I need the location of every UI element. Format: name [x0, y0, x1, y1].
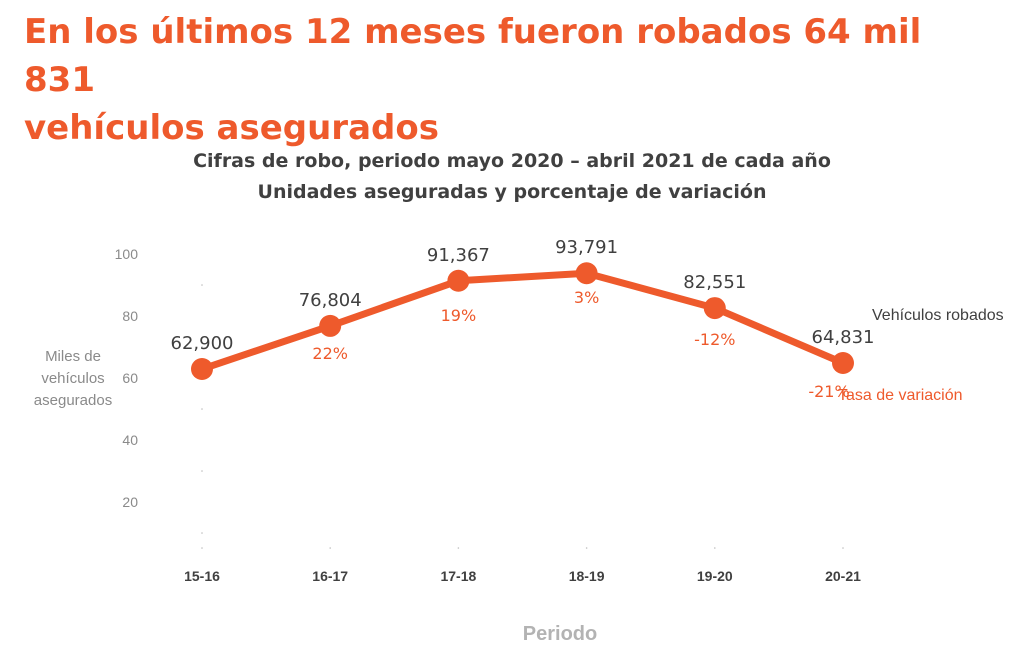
- y-axis-label-line-1: Miles de: [45, 348, 101, 365]
- data-label: 76,804: [299, 290, 362, 311]
- data-point: [575, 262, 598, 285]
- chart-title: Cifras de robo, periodo mayo 2020 – abri…: [193, 150, 831, 172]
- data-point: [447, 269, 470, 292]
- headline-line-2: vehículos asegurados: [24, 108, 439, 148]
- variation-rate-label: -21%: [808, 382, 849, 401]
- data-label: 91,367: [427, 245, 490, 266]
- y-axis-tick-mark: [201, 470, 203, 472]
- y-axis-label-line-3: asegurados: [33, 392, 113, 409]
- series-name-label: Vehículos robados: [872, 307, 1004, 324]
- x-axis-title: Periodo: [522, 623, 598, 645]
- x-axis-tick-mark: [201, 547, 203, 549]
- chart-subtitle: Unidades aseguradas y porcentaje de vari…: [257, 181, 767, 203]
- x-tick-label: 17-18: [440, 568, 476, 584]
- variation-rate-label: 22%: [312, 344, 348, 363]
- x-axis-tick-mark: [842, 547, 844, 549]
- y-axis-tick-mark: [201, 532, 203, 534]
- y-tick-label: 40: [122, 432, 138, 448]
- y-axis-tick-mark: [201, 408, 203, 410]
- x-axis-tick-mark: [329, 547, 332, 549]
- series-line-vehiculos-robados: [198, 269, 847, 373]
- data-label: 93,791: [555, 237, 618, 258]
- data-point: [319, 314, 342, 337]
- rate-series-label: Tasa de variación: [838, 387, 963, 404]
- variation-rate-label: 19%: [441, 306, 477, 325]
- y-axis-tick-mark: [201, 346, 203, 348]
- x-axis-tick-mark: [714, 547, 716, 549]
- variation-rate-label: 3%: [574, 288, 599, 307]
- y-axis-tick-mark: [201, 284, 203, 286]
- y-axis-label: Miles de vehículos asegurados: [18, 346, 128, 412]
- x-axis-tick-mark: [585, 547, 588, 549]
- data-label: 82,551: [683, 272, 746, 293]
- x-tick-label: 16-17: [312, 568, 348, 584]
- data-label: 64,831: [812, 327, 875, 348]
- headline-line-1: En los últimos 12 meses fueron robados 6…: [24, 12, 922, 100]
- data-label: 62,900: [171, 333, 234, 354]
- y-tick-label: 60: [122, 370, 138, 386]
- y-tick-label: 80: [122, 308, 138, 324]
- x-tick-label: 19-20: [697, 568, 733, 584]
- data-point: [191, 358, 213, 381]
- x-tick-label: 15-16: [184, 568, 220, 584]
- y-axis-label-line-2: vehículos: [41, 370, 105, 387]
- y-tick-label: 20: [122, 494, 138, 510]
- x-tick-label: 20-21: [825, 568, 861, 584]
- variation-rate-label: -12%: [694, 330, 735, 349]
- x-axis-tick-mark: [457, 547, 460, 549]
- data-point: [703, 297, 726, 320]
- data-point: [832, 352, 854, 375]
- x-tick-label: 18-19: [569, 568, 605, 584]
- headline: En los últimos 12 meses fueron robados 6…: [24, 8, 1004, 152]
- y-tick-label: 100: [115, 246, 139, 262]
